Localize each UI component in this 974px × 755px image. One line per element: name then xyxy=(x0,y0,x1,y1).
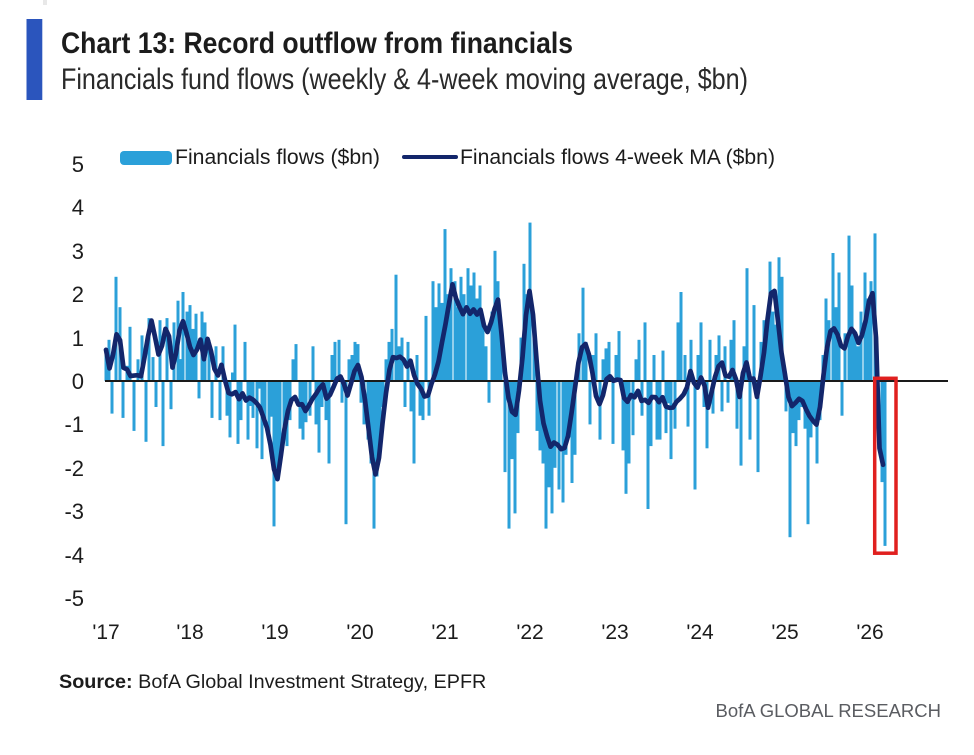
svg-text:2: 2 xyxy=(72,282,84,307)
svg-text:'17: '17 xyxy=(92,621,119,644)
svg-text:'25: '25 xyxy=(771,621,798,644)
svg-text:'19: '19 xyxy=(261,621,288,644)
svg-text:'22: '22 xyxy=(516,621,543,644)
svg-text:-2: -2 xyxy=(64,456,84,481)
svg-text:1: 1 xyxy=(72,326,84,351)
svg-text:3: 3 xyxy=(72,239,84,264)
svg-text:4: 4 xyxy=(72,195,84,220)
svg-text:-3: -3 xyxy=(64,499,84,524)
svg-text:'26: '26 xyxy=(856,621,883,644)
svg-text:'24: '24 xyxy=(686,621,714,644)
svg-text:Chart 13: Record outflow from: Chart 13: Record outflow from financials xyxy=(61,27,573,60)
svg-text:'21: '21 xyxy=(431,621,458,644)
svg-text:'18: '18 xyxy=(176,621,203,644)
svg-text:Source: BofA Global Investment: Source: BofA Global Investment Strategy,… xyxy=(59,671,486,693)
svg-text:0: 0 xyxy=(72,369,84,394)
svg-text:-1: -1 xyxy=(64,412,84,437)
svg-text:Financials fund flows (weekly: Financials fund flows (weekly & 4-week m… xyxy=(61,63,748,96)
svg-text:'20: '20 xyxy=(346,621,373,644)
svg-text:Financials flows ($bn): Financials flows ($bn) xyxy=(175,146,380,169)
svg-text:5: 5 xyxy=(72,152,84,177)
svg-text:Financials flows 4-week MA ($b: Financials flows 4-week MA ($bn) xyxy=(460,146,775,169)
svg-text:-4: -4 xyxy=(64,543,84,568)
svg-text:'23: '23 xyxy=(601,621,628,644)
svg-text:-5: -5 xyxy=(64,586,84,611)
svg-text:BofA GLOBAL RESEARCH: BofA GLOBAL RESEARCH xyxy=(715,700,941,721)
